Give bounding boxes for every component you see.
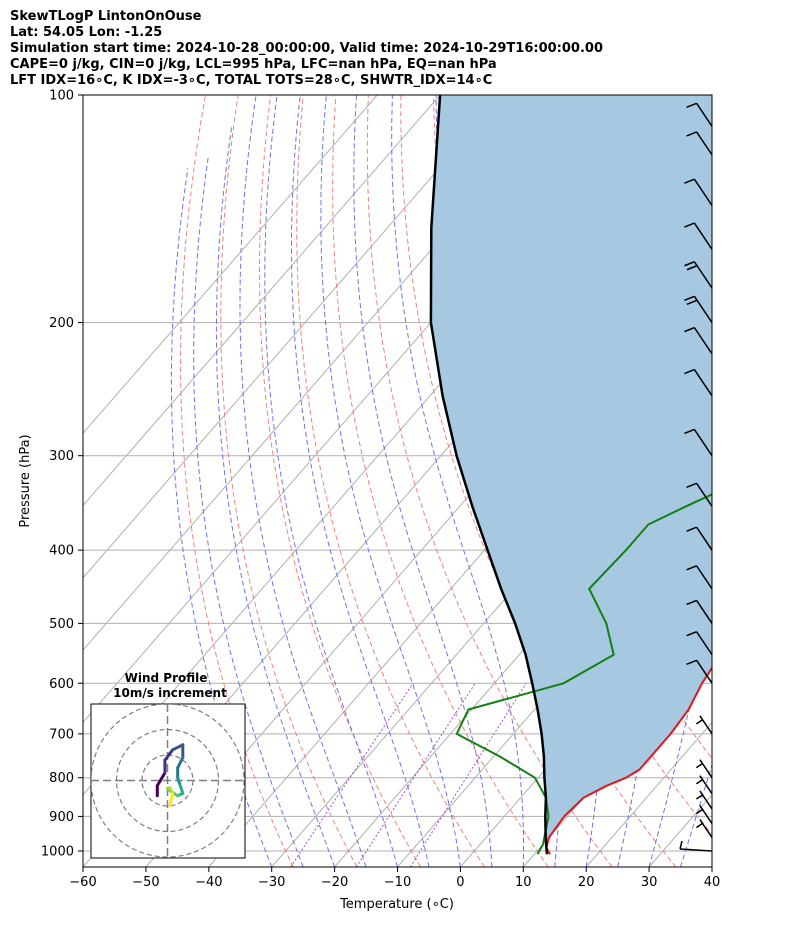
parcel-line	[429, 95, 549, 855]
y-tick-label: 900	[49, 810, 74, 825]
x-tick-label: −10	[384, 875, 411, 890]
hodograph-segment	[155, 771, 167, 788]
wind-barb	[686, 599, 712, 624]
mixing-ratio-lines	[290, 683, 527, 867]
title-indices-1: CAPE=0 j/kg, CIN=0 j/kg, LCL=995 hPa, LF…	[10, 57, 497, 72]
wind-barb	[684, 178, 712, 206]
wind-barb	[684, 261, 712, 289]
y-tick-label: 600	[49, 677, 74, 692]
y-tick-label: 500	[49, 617, 74, 632]
moist-adiabat	[264, 95, 398, 867]
x-tick-label: 20	[578, 875, 595, 890]
y-tick-label: 400	[49, 544, 74, 559]
parcel-fill	[430, 95, 712, 855]
mixing-ratio-line	[409, 683, 527, 867]
moist-adiabat	[711, 865, 712, 867]
mixing-ratio-line	[355, 683, 476, 867]
moist-adiabat	[239, 95, 367, 867]
moist-adiabat	[391, 95, 524, 867]
wind-barb	[686, 482, 712, 507]
dry-adiabat	[726, 93, 794, 867]
x-tick-label: 0	[456, 875, 464, 890]
isotherm	[711, 866, 712, 867]
y-axis: 100 200 300 400 500 600 700 800 900 1000	[41, 89, 83, 859]
wind-barb	[684, 222, 712, 250]
moist-adiabat	[353, 95, 493, 867]
dry-adiabat	[332, 95, 549, 867]
wind-barbs	[679, 102, 712, 852]
wind-barb	[695, 805, 712, 825]
hodograph-title: Wind Profile	[125, 671, 208, 685]
dry-adiabat	[296, 95, 485, 867]
wind-barb	[695, 819, 712, 838]
wind-barb	[679, 840, 712, 852]
x-axis-label: Temperature (∘C)	[339, 897, 454, 912]
wind-barb	[684, 368, 712, 397]
y-tick-label: 300	[49, 449, 74, 464]
wind-barb	[684, 326, 712, 355]
x-tick-label: 30	[641, 875, 658, 890]
hodograph-ring	[91, 704, 245, 858]
dry-adiabat	[366, 95, 613, 867]
x-tick-label: −50	[132, 875, 159, 890]
y-tick-label: 200	[49, 316, 74, 331]
wind-barb	[686, 131, 712, 156]
wind-barb	[695, 715, 712, 735]
isotherm	[83, 95, 378, 434]
temperature-line	[545, 666, 712, 855]
dry-adiabat	[259, 95, 422, 867]
y-axis-label: Pressure (hPa)	[18, 434, 33, 527]
wind-barb	[686, 565, 712, 590]
x-tick-label: −60	[69, 875, 96, 890]
wind-barb	[684, 428, 712, 457]
y-tick-label: 100	[49, 89, 74, 104]
moist-adiabat	[215, 126, 336, 867]
moist-adiabat	[170, 168, 273, 867]
wind-barb	[695, 790, 712, 810]
title-indices-2: LFT IDX=16∘C, K IDX=-3∘C, TOTAL TOTS=28∘…	[10, 73, 493, 88]
x-tick-label: −30	[258, 875, 285, 890]
dewpoint-line	[455, 493, 712, 855]
moist-adiabat	[744, 95, 794, 867]
title-times: Simulation start time: 2024-10-28_00:00:…	[10, 41, 603, 56]
title-station: SkewTLogP LintonOnOuse	[10, 9, 202, 24]
y-tick-label: 800	[49, 771, 74, 786]
hodograph-subtitle: 10m/s increment	[113, 686, 227, 700]
isotherm	[397, 504, 712, 867]
hodograph-segment	[163, 748, 175, 762]
hodograph-inset: Wind Profile 10m/s increment	[90, 671, 246, 859]
wind-barb	[695, 775, 712, 795]
hodograph-segment	[171, 743, 185, 752]
y-tick-label: 1000	[41, 844, 74, 859]
wind-barb	[686, 526, 712, 551]
wind-barb	[686, 102, 712, 127]
wind-barb	[686, 631, 712, 656]
wind-barb	[686, 659, 712, 684]
x-tick-label: −40	[195, 875, 222, 890]
hodograph-segment	[176, 756, 185, 770]
wind-barb	[684, 295, 712, 323]
isotherm	[83, 95, 441, 507]
wind-barb	[695, 759, 712, 779]
hodograph-segment	[168, 791, 175, 808]
dry-adiabat	[220, 95, 358, 867]
y-tick-label: 700	[49, 727, 74, 742]
mixing-ratio-line	[290, 683, 414, 867]
x-axis: −60 −50 −40 −30 −20 −10 0 10 20 30 40	[69, 867, 720, 890]
profiles	[429, 95, 712, 855]
isotherm	[83, 95, 504, 579]
x-tick-label: −20	[321, 875, 348, 890]
isotherm	[585, 721, 712, 867]
title-latlon: Lat: 54.05 Lon: -1.25	[10, 25, 163, 40]
moist-adiabat	[193, 154, 304, 867]
x-tick-label: 10	[515, 875, 532, 890]
x-tick-label: 40	[704, 875, 721, 890]
cape-cin-area	[430, 95, 712, 855]
dry-adiabat	[758, 93, 794, 867]
